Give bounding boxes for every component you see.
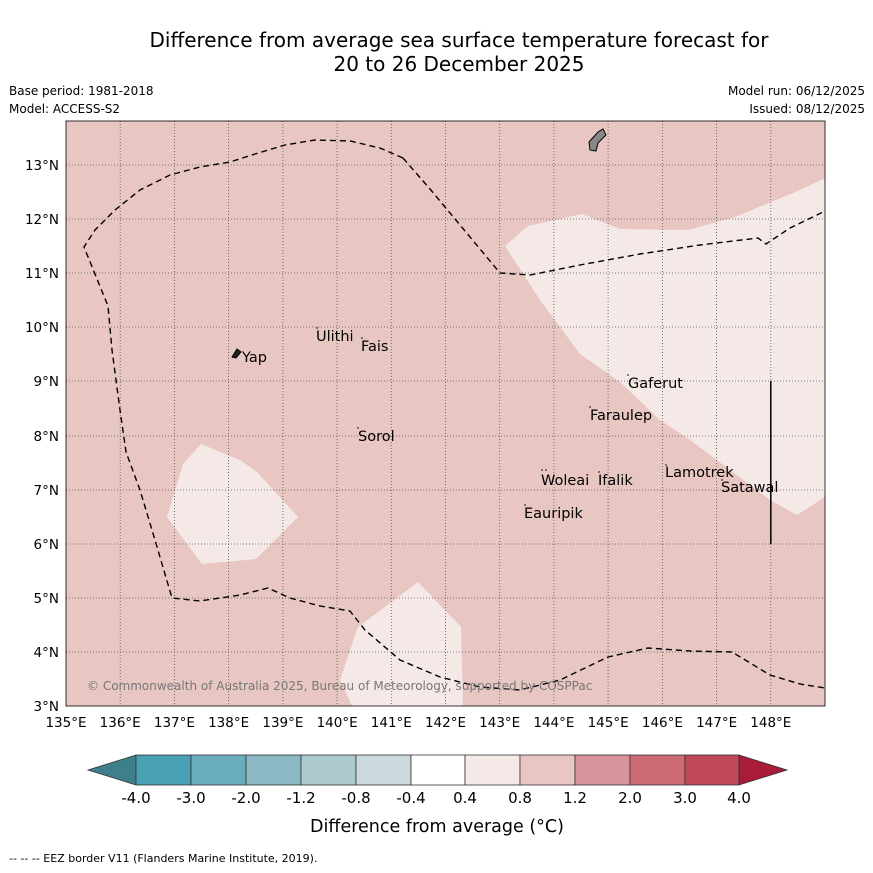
title-line-1: Difference from average sea surface temp…	[149, 28, 769, 52]
atoll-markers	[316, 327, 723, 506]
colorbar-tick-label: -3.0	[176, 789, 205, 807]
eez-border-west	[83, 139, 825, 691]
grid	[66, 121, 825, 706]
anomaly-region-northeast	[505, 178, 825, 515]
lat-tick-label: 12°N	[25, 212, 59, 228]
eez-borders	[83, 139, 825, 691]
meta-right: Model run: 06/12/2025 Issued: 08/12/2025	[728, 82, 865, 118]
island-yap	[231, 348, 242, 359]
lon-tick-label: 135°E	[45, 715, 86, 731]
colorbar-swatch	[464, 754, 521, 786]
lon-tick-label: 138°E	[208, 715, 249, 731]
colorbar-swatch	[300, 754, 357, 786]
place-label-faraulep: Faraulep	[590, 408, 652, 424]
colorbar-tick-label: -4.0	[121, 789, 150, 807]
copyright-notice: © Commonwealth of Australia 2025, Bureau…	[87, 679, 592, 693]
map-title: Difference from average sea surface temp…	[0, 28, 873, 76]
lon-tick-label: 145°E	[588, 715, 629, 731]
lat-tick-label: 10°N	[25, 320, 59, 336]
place-label-eauripik: Eauripik	[524, 506, 583, 522]
place-label-yap: Yap	[241, 350, 267, 366]
lat-tick-label: 4°N	[34, 645, 59, 661]
colorbar-tick-label: 0.8	[508, 789, 532, 807]
colorbar-tick-label: 2.0	[618, 789, 642, 807]
map-area: Yap Ulithi Fais Sorol Gaferut Faraulep W…	[66, 121, 825, 706]
anomaly-region-south	[340, 582, 463, 706]
colorbar-high-extension	[738, 754, 789, 786]
lat-tick-label: 7°N	[34, 483, 59, 499]
lon-tick-label: 146°E	[642, 715, 683, 731]
colorbar-swatch	[629, 754, 686, 786]
colorbar-tick-label: 3.0	[673, 789, 697, 807]
place-label-satawal: Satawal	[721, 480, 778, 496]
lon-tick-label: 139°E	[262, 715, 303, 731]
colorbar-swatch	[684, 754, 740, 786]
colorbar-tick-label: 0.4	[453, 789, 477, 807]
place-label-fais: Fais	[361, 339, 388, 355]
model-name: Model: ACCESS-S2	[9, 102, 121, 116]
colorbar-swatch	[355, 754, 412, 786]
lon-tick-label: 142°E	[425, 715, 466, 731]
lat-tick-label: 6°N	[34, 537, 59, 553]
colorbar-swatch	[245, 754, 302, 786]
lat-tick-label: 13°N	[25, 158, 59, 174]
colorbar-tick-label: 1.2	[563, 789, 587, 807]
issued-date: Issued: 08/12/2025	[749, 102, 865, 116]
colorbar-tick-label: -0.4	[396, 789, 425, 807]
lon-tick-label: 143°E	[479, 715, 520, 731]
place-label-lamotrek: Lamotrek	[665, 465, 734, 481]
lat-tick-label: 9°N	[34, 374, 59, 390]
colorbar-tick-label: -1.2	[286, 789, 315, 807]
meta-left: Base period: 1981-2018 Model: ACCESS-S2	[9, 82, 154, 118]
colorbar-label: Difference from average (°C)	[310, 817, 564, 837]
lon-tick-label: 140°E	[317, 715, 358, 731]
colorbar-tick-label: -0.8	[341, 789, 370, 807]
colorbar-swatch	[190, 754, 247, 786]
eez-border-north	[402, 157, 825, 276]
place-label-ulithi: Ulithi	[316, 329, 354, 345]
lat-tick-label: 3°N	[34, 699, 59, 715]
anomaly-region-west	[167, 444, 298, 564]
colorbar-swatch	[574, 754, 631, 786]
colorbar-tick-label: 4.0	[727, 789, 751, 807]
place-label-ifalik: Ifalik	[598, 473, 633, 489]
colorbar-low-extension	[86, 754, 137, 786]
map-frame	[65, 120, 826, 707]
lat-tick-label: 11°N	[25, 266, 59, 282]
lon-tick-label: 136°E	[100, 715, 141, 731]
lat-tick-label: 5°N	[34, 591, 59, 607]
lon-tick-label: 141°E	[371, 715, 412, 731]
place-label-sorol: Sorol	[358, 429, 395, 445]
colorbar-swatch	[135, 754, 192, 786]
lat-tick-label: 8°N	[34, 429, 59, 445]
eez-legend: -- -- -- EEZ border V11 (Flanders Marine…	[9, 852, 318, 865]
model-run: Model run: 06/12/2025	[727, 84, 865, 98]
base-period: Base period: 1981-2018	[9, 84, 154, 98]
place-label-gaferut: Gaferut	[628, 376, 683, 392]
title-line-2: 20 to 26 December 2025	[333, 52, 585, 76]
colorbar-tick-label: -2.0	[231, 789, 260, 807]
place-label-woleai: Woleai	[541, 473, 589, 489]
lon-tick-label: 137°E	[154, 715, 195, 731]
colorbar-swatch	[410, 754, 466, 786]
lon-tick-label: 147°E	[696, 715, 737, 731]
colorbar	[86, 754, 789, 786]
lon-tick-label: 144°E	[533, 715, 574, 731]
island-guam	[588, 128, 607, 152]
colorbar-swatch	[519, 754, 576, 786]
lon-tick-label: 148°E	[750, 715, 791, 731]
